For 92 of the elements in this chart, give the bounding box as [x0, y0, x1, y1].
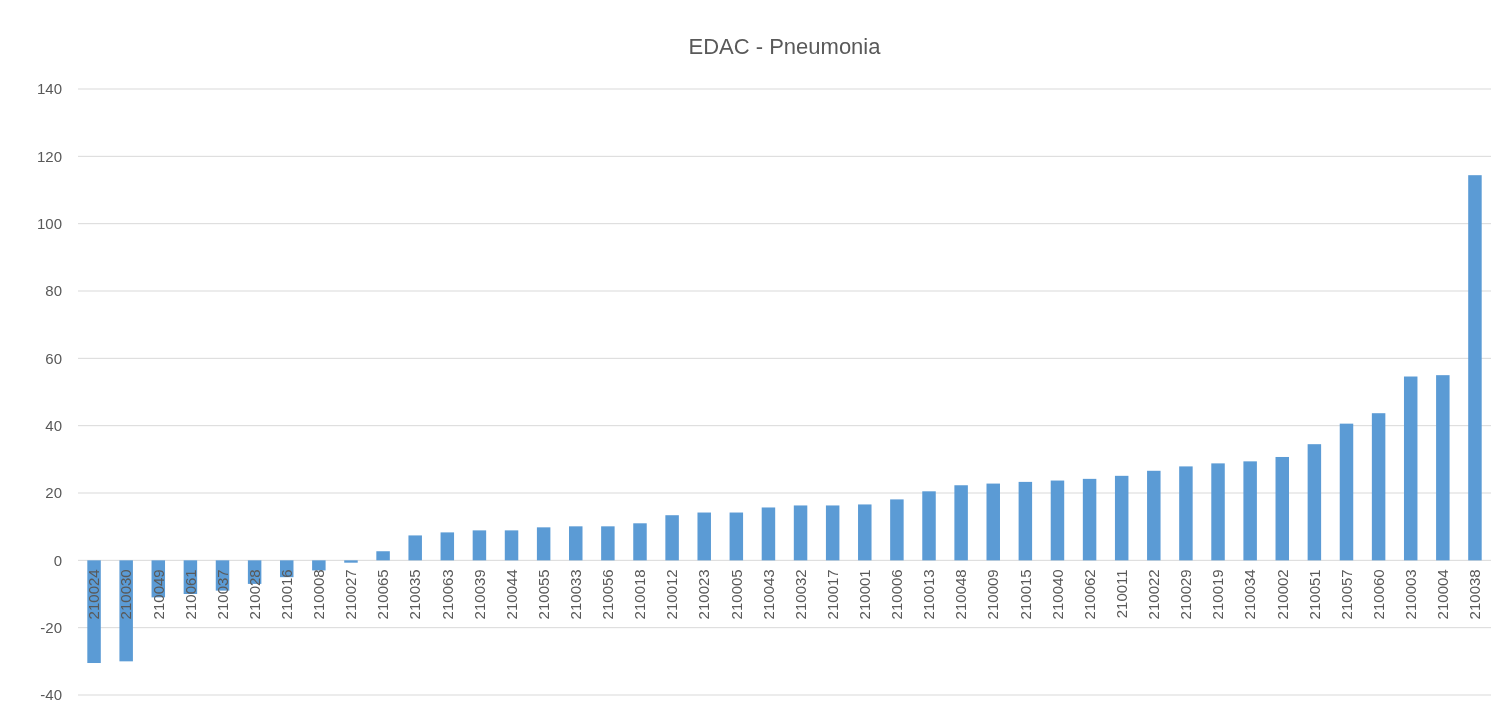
bar: [504, 530, 519, 561]
bar: [1371, 413, 1386, 561]
x-tick-label: 210015: [1016, 569, 1034, 620]
x-tick-label: 210060: [1369, 569, 1387, 620]
bar: [1179, 466, 1193, 561]
bar: [1275, 456, 1290, 561]
bar: [1018, 481, 1033, 561]
x-tick-label: 210044: [502, 569, 520, 620]
bar: [1211, 463, 1225, 561]
x-tick-label: 210013: [920, 569, 938, 620]
x-tick-label: 210033: [567, 569, 585, 620]
bar: [536, 527, 551, 561]
bar: [1403, 376, 1418, 561]
bar: [1050, 480, 1065, 561]
bar: [472, 530, 487, 561]
bar: [408, 535, 422, 561]
y-tick-label: 100: [36, 214, 62, 232]
bar: [954, 485, 968, 561]
bar: [1082, 478, 1097, 561]
x-tick-label: 210061: [181, 569, 199, 620]
bar: [922, 491, 936, 561]
y-tick-label: 60: [45, 349, 62, 367]
bar: [825, 505, 840, 561]
x-tick-label: 210043: [759, 569, 777, 620]
y-tick-label: 40: [45, 416, 62, 434]
bar: [697, 512, 711, 561]
bar: [986, 483, 1000, 561]
bar: [1468, 175, 1482, 561]
x-tick-label: 210038: [1466, 569, 1484, 620]
bar: [793, 505, 808, 561]
x-tick-label: 210034: [1241, 569, 1259, 620]
x-tick-label: 210006: [888, 569, 906, 620]
x-tick-label: 210003: [1401, 569, 1419, 620]
x-tick-label: 210037: [213, 569, 231, 620]
bar: [312, 560, 326, 571]
x-tick-label: 210030: [117, 569, 135, 620]
x-tick-label: 210039: [470, 569, 488, 620]
y-tick-label: 0: [53, 551, 62, 569]
bar: [665, 515, 679, 561]
x-tick-label: 210019: [1209, 569, 1227, 620]
bar: [344, 560, 358, 563]
x-tick-label: 210032: [791, 569, 809, 620]
bar: [1307, 444, 1322, 561]
bar: [729, 512, 744, 561]
x-tick-label: 210049: [149, 569, 167, 620]
x-tick-label: 210009: [984, 569, 1002, 620]
x-tick-label: 210035: [406, 569, 424, 620]
x-tick-label: 210063: [438, 569, 456, 620]
y-tick-label: -40: [40, 686, 62, 704]
y-tick-label: 20: [45, 484, 62, 502]
bar: [1147, 470, 1161, 561]
x-tick-label: 210008: [310, 569, 328, 620]
x-tick-label: 210023: [695, 569, 713, 620]
x-tick-label: 210017: [823, 569, 841, 620]
x-tick-label: 210022: [1145, 569, 1163, 620]
x-tick-label: 210057: [1337, 569, 1355, 620]
x-tick-label: 210040: [1048, 569, 1066, 620]
x-tick-label: 210029: [1177, 569, 1195, 620]
x-tick-label: 210048: [952, 569, 970, 620]
x-tick-label: 210024: [85, 569, 103, 620]
x-tick-label: 210062: [1080, 569, 1098, 620]
x-tick-label: 210065: [374, 569, 392, 620]
x-tick-label: 210051: [1305, 569, 1323, 620]
x-tick-label: 210001: [856, 569, 874, 620]
x-tick-label: 210016: [277, 569, 295, 620]
bar: [1339, 423, 1354, 561]
x-tick-label: 210004: [1434, 569, 1452, 620]
x-tick-label: 210018: [631, 569, 649, 620]
bar: [440, 532, 455, 561]
bar: [761, 507, 776, 561]
x-tick-label: 210011: [1112, 569, 1130, 619]
bar: [633, 523, 647, 561]
x-tick-label: 210005: [727, 569, 745, 620]
x-tick-label: 210012: [663, 569, 681, 620]
bar: [376, 551, 390, 561]
bar: [890, 499, 904, 561]
chart-title: EDAC - Pneumonia: [688, 34, 882, 59]
x-tick-label: 210028: [245, 569, 263, 620]
x-tick-label: 210055: [534, 569, 552, 620]
bar: [601, 526, 615, 561]
x-tick-label: 210056: [599, 569, 617, 620]
bar: [1114, 475, 1129, 561]
bar: [858, 504, 872, 561]
bar: [1243, 461, 1257, 561]
x-tick-label: 210027: [342, 569, 360, 620]
y-tick-label: 80: [45, 282, 62, 300]
y-tick-label: 120: [36, 147, 62, 165]
y-tick-label: 140: [36, 80, 62, 98]
y-tick-label: -20: [40, 618, 62, 636]
bar: [1436, 375, 1450, 561]
bar: [569, 526, 583, 561]
x-tick-label: 210002: [1273, 569, 1291, 620]
